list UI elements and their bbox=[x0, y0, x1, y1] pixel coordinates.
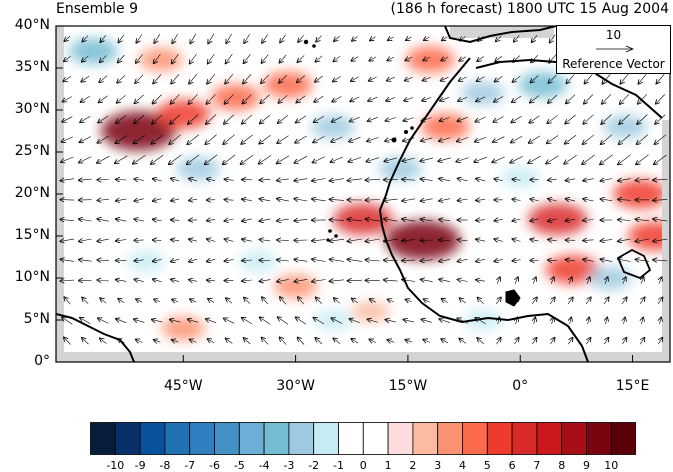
longitude-tick-label: 15°W bbox=[378, 378, 438, 394]
colorbar-swatch bbox=[562, 423, 587, 455]
longitude-tick-label: 30°W bbox=[266, 378, 326, 394]
colorbar-tick-label: 10 bbox=[596, 459, 626, 472]
positive-anomaly-blob bbox=[161, 317, 205, 341]
positive-anomaly-blob bbox=[421, 114, 470, 140]
colorbar-swatch bbox=[463, 423, 488, 455]
azores-island bbox=[312, 44, 316, 48]
positive-anomaly-blob bbox=[274, 275, 318, 299]
madeira-island bbox=[410, 126, 414, 130]
negative-anomaly-blob bbox=[311, 115, 355, 139]
cape-verde-island bbox=[326, 238, 329, 241]
cape-verde-island bbox=[328, 229, 332, 233]
positive-anomaly-blob bbox=[264, 72, 313, 98]
longitude-tick-label: 15°E bbox=[603, 378, 663, 394]
colorbar-swatch bbox=[289, 423, 314, 455]
negative-anomaly-blob bbox=[69, 38, 118, 64]
colorbar-swatch bbox=[314, 423, 339, 455]
missing-data-band-bottom bbox=[56, 352, 670, 362]
missing-data-band-top bbox=[450, 26, 554, 38]
latitude-tick-label: 30°N bbox=[0, 101, 50, 117]
reference-vector-label: Reference Vector bbox=[557, 57, 670, 71]
colorbar-swatch bbox=[537, 423, 562, 455]
negative-anomaly-blob bbox=[239, 251, 277, 272]
negative-anomaly-blob bbox=[501, 167, 539, 188]
latitude-tick-label: 15°N bbox=[0, 227, 50, 243]
positive-anomaly-blob bbox=[406, 46, 455, 72]
missing-data-band-right bbox=[662, 120, 670, 362]
colorbar-swatch bbox=[215, 423, 240, 455]
latitude-tick-label: 35°N bbox=[0, 59, 50, 75]
cape-verde-island bbox=[334, 234, 338, 238]
reference-vector-magnitude: 10 bbox=[557, 28, 670, 42]
reference-vector-box: 10 Reference Vector bbox=[556, 25, 671, 74]
latitude-tick-label: 20°N bbox=[0, 185, 50, 201]
colorbar-swatch bbox=[363, 423, 388, 455]
colorbar-swatch bbox=[264, 423, 289, 455]
negative-anomaly-blob bbox=[127, 251, 165, 272]
colorbar-swatch bbox=[190, 423, 215, 455]
colorbar-swatch bbox=[388, 423, 413, 455]
latitude-tick-label: 25°N bbox=[0, 143, 50, 159]
latitude-tick-label: 40°N bbox=[0, 17, 50, 33]
reference-vector-arrow bbox=[595, 44, 635, 54]
colorbar-swatch bbox=[239, 423, 264, 455]
colorbar-swatch bbox=[487, 423, 512, 455]
colorbar-swatch bbox=[140, 423, 165, 455]
positive-anomaly-blob bbox=[211, 84, 260, 110]
colorbar bbox=[90, 422, 636, 455]
positive-anomaly-blob bbox=[351, 301, 389, 322]
negative-anomaly-blob bbox=[461, 81, 505, 105]
negative-anomaly-blob bbox=[518, 72, 567, 98]
longitude-tick-label: 0° bbox=[490, 378, 550, 394]
colorbar-swatch bbox=[611, 423, 636, 455]
positive-anomaly-blob bbox=[139, 48, 183, 72]
latitude-tick-label: 10°N bbox=[0, 269, 50, 285]
positive-anomaly-blob bbox=[156, 100, 210, 129]
azores-island bbox=[304, 40, 308, 44]
latitude-tick-label: 5°N bbox=[0, 311, 50, 327]
colorbar-swatch bbox=[413, 423, 438, 455]
canary-island bbox=[404, 130, 408, 134]
positive-anomaly-blob bbox=[613, 180, 667, 209]
negative-anomaly-blob bbox=[176, 157, 220, 181]
negative-anomaly-blob bbox=[314, 309, 352, 330]
colorbar-swatch bbox=[165, 423, 190, 455]
latitude-tick-label: 0° bbox=[0, 353, 50, 369]
colorbar-swatch bbox=[339, 423, 364, 455]
longitude-tick-label: 45°W bbox=[153, 378, 213, 394]
colorbar-swatch bbox=[115, 423, 140, 455]
colorbar-swatch bbox=[91, 423, 116, 455]
colorbar-swatch bbox=[438, 423, 463, 455]
colorbar-swatch bbox=[587, 423, 612, 455]
colorbar-swatch bbox=[512, 423, 537, 455]
